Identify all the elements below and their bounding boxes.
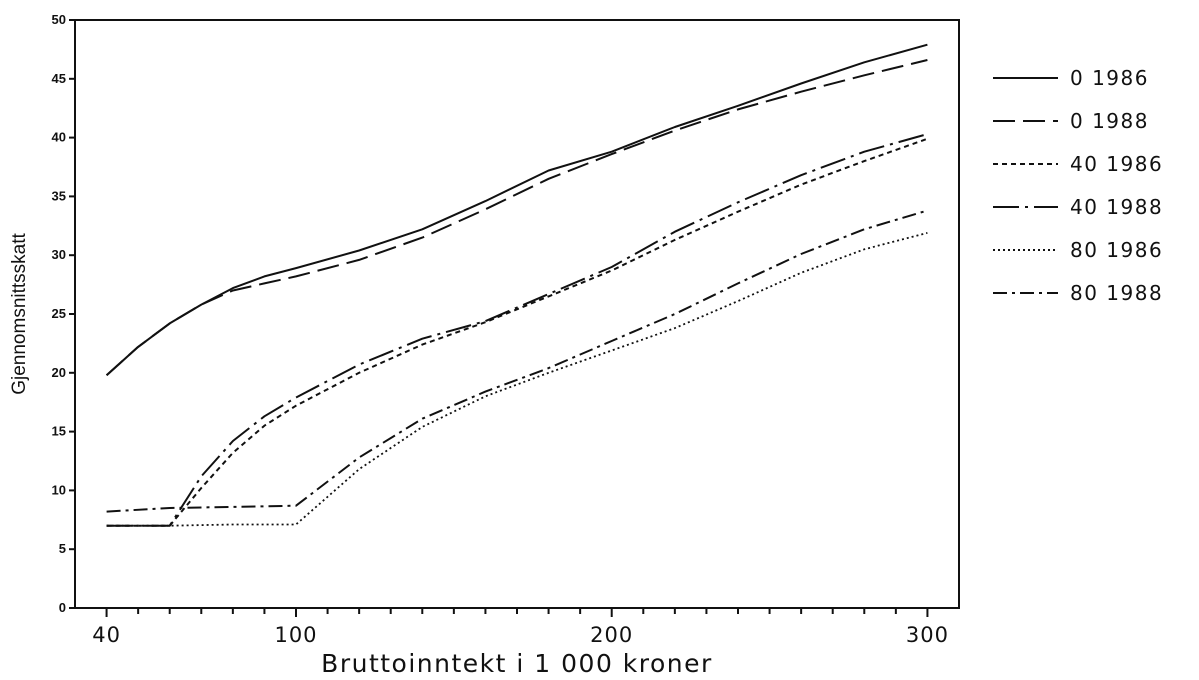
legend-label-0: 0 1986 <box>1070 66 1149 90</box>
legend-label-5: 80 1988 <box>1070 281 1163 305</box>
series-line-1 <box>105 59 928 376</box>
y-tick-label: 25 <box>52 306 66 321</box>
y-tick-label: 40 <box>52 130 66 145</box>
y-tick-label: 35 <box>52 188 66 203</box>
legend-label-3: 40 1988 <box>1070 195 1163 219</box>
series-line-3 <box>106 133 928 527</box>
legend-label-4: 80 1986 <box>1070 238 1163 262</box>
x-tick-label: 300 <box>906 623 949 647</box>
y-tick-label: 15 <box>52 424 66 439</box>
y-tick-label: 50 <box>52 12 66 27</box>
series-lines <box>105 43 928 527</box>
plot-frame <box>74 19 960 609</box>
x-tick-label: 100 <box>274 623 317 647</box>
x-tick-label: 200 <box>590 623 633 647</box>
x-axis-title: Bruttoinntekt i 1 000 kroner <box>321 649 713 678</box>
y-axis: 0 5 10 15 20 25 30 35 40 45 50 <box>52 12 75 615</box>
y-tick-label: 20 <box>52 365 66 380</box>
y-tick-label: 45 <box>52 71 66 86</box>
y-tick-label: 10 <box>52 482 66 497</box>
y-axis-title: Gjennomsnittsskatt <box>9 233 30 395</box>
y-tick-label: 0 <box>59 600 66 615</box>
legend-label-2: 40 1986 <box>1070 152 1163 176</box>
y-tick-label: 5 <box>59 541 66 556</box>
y-tick-label: 30 <box>52 247 66 262</box>
x-axis: 40 100 200 300 <box>92 608 949 647</box>
legend-label-1: 0 1988 <box>1070 109 1149 133</box>
legend: 0 1986 0 1988 40 1986 40 1988 80 1986 80 1988 <box>993 66 1163 305</box>
series-line-5 <box>106 209 928 513</box>
series-line-0 <box>105 43 928 376</box>
x-tick-label: 40 <box>92 623 121 647</box>
series-line-4 <box>106 232 928 527</box>
series-line-2 <box>106 137 928 527</box>
